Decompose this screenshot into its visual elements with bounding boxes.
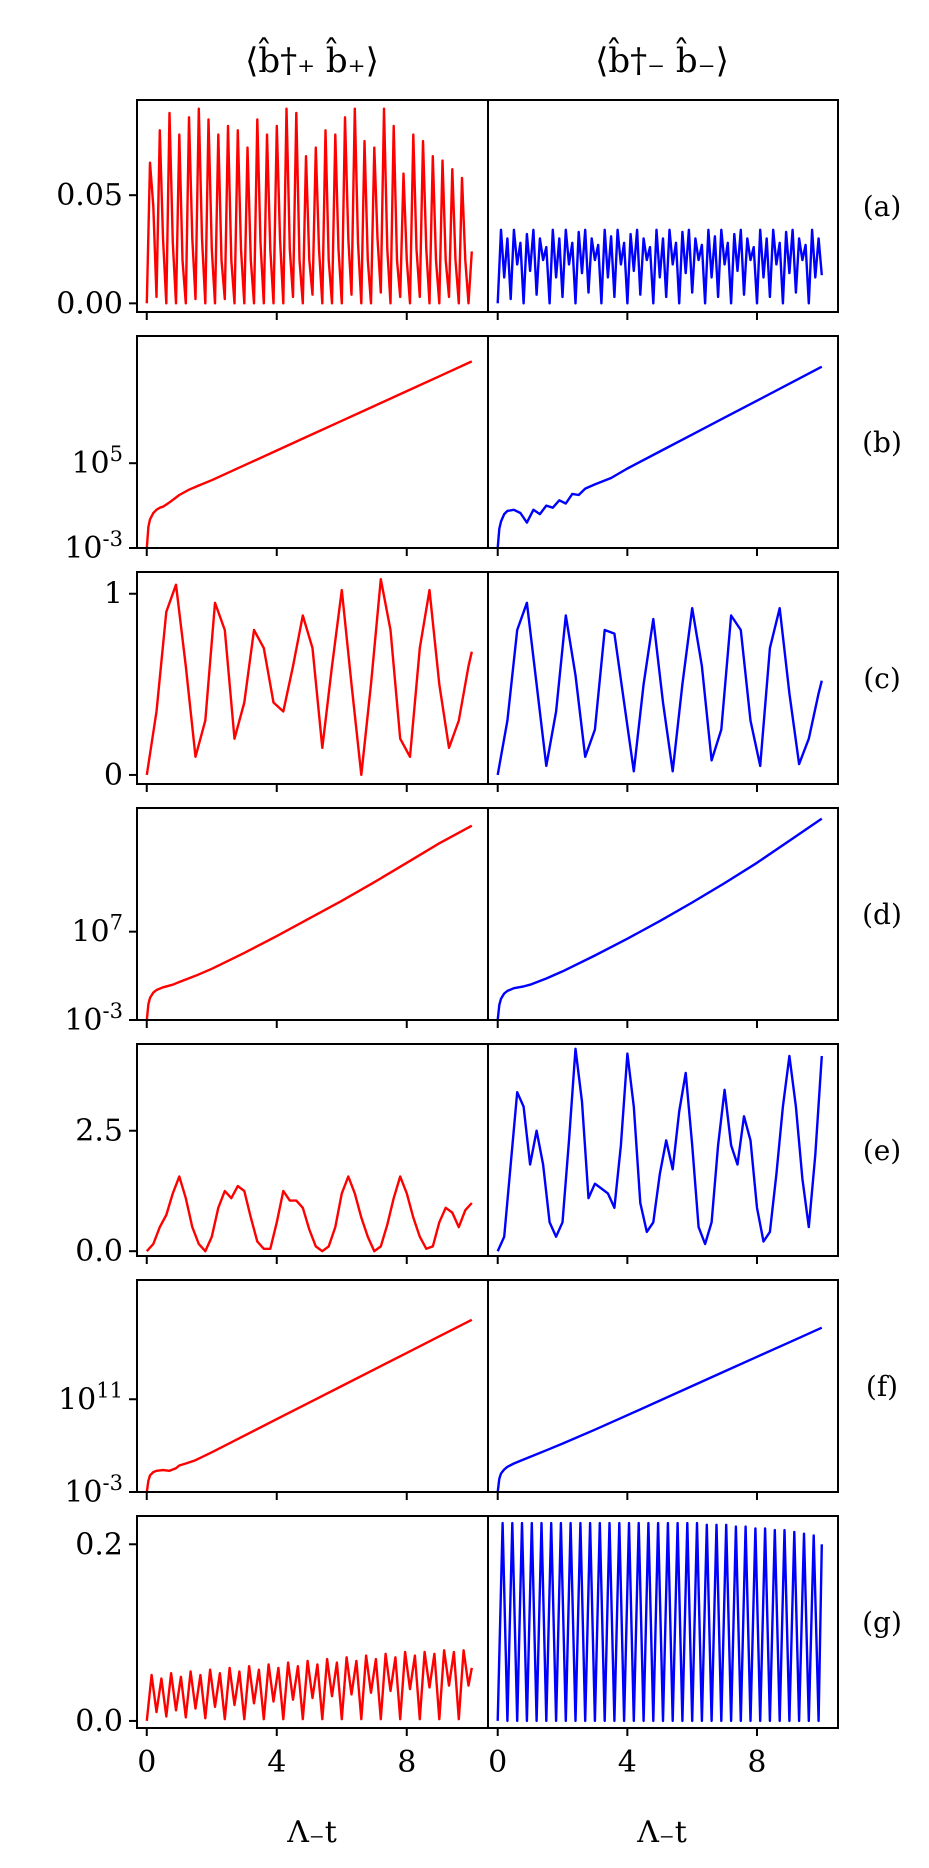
series-minus xyxy=(496,1326,823,1493)
y-tick-label: 10-3 xyxy=(64,1471,123,1510)
y-tick-label: 0.2 xyxy=(75,1527,123,1562)
axes-frame-right xyxy=(487,99,839,313)
y-tick-label: 107 xyxy=(71,911,123,950)
panel-5: 0.0 2.5 (e) xyxy=(75,1043,901,1269)
panel-2: 10-3 105 (b) xyxy=(64,335,902,566)
xlabel-left: Λ₋t xyxy=(286,1815,337,1850)
series-minus xyxy=(496,817,823,1021)
panel-3: 0 1 (c) xyxy=(104,571,901,793)
y-tick-label: 1 xyxy=(104,577,123,612)
axes-frame-left xyxy=(136,1279,489,1493)
panel-label: (c) xyxy=(863,662,901,695)
axes-frame-right xyxy=(487,571,839,785)
series-plus xyxy=(145,1175,473,1253)
series-plus xyxy=(145,1649,473,1722)
header-left: ⟨b̂†₊ b̂₊⟩ xyxy=(245,38,379,81)
x-tick-label: 0 xyxy=(137,1745,156,1780)
panel-label: (g) xyxy=(862,1606,902,1639)
series-minus xyxy=(496,1047,823,1252)
axes-frame-left xyxy=(136,1043,489,1257)
series-plus xyxy=(145,1318,473,1493)
x-tick-label: 4 xyxy=(267,1745,286,1780)
y-tick-label: 10-3 xyxy=(64,999,123,1038)
series-minus xyxy=(496,365,823,549)
x-tick-label: 8 xyxy=(747,1745,766,1780)
series-plus xyxy=(145,578,473,777)
x-tick-label: 0 xyxy=(488,1745,507,1780)
x-tick-label: 4 xyxy=(618,1745,637,1780)
panel-label: (d) xyxy=(862,898,902,931)
y-tick-label: 1011 xyxy=(58,1378,123,1417)
panel-1: 0.00 0.05 (a) xyxy=(56,99,902,321)
x-tick-label: 8 xyxy=(397,1745,416,1780)
panel-6: 10-3 1011 (f) xyxy=(58,1279,898,1510)
panel-label: (f) xyxy=(866,1370,898,1403)
axes-frame-right xyxy=(487,1515,839,1729)
y-tick-label: 0.0 xyxy=(75,1704,123,1739)
panel-label: (e) xyxy=(863,1134,901,1167)
y-tick-label: 105 xyxy=(71,442,123,481)
y-tick-label: 0.0 xyxy=(75,1234,123,1269)
axes-frame-left xyxy=(136,807,489,1021)
axes-frame-left xyxy=(136,335,489,549)
xlabel-right: Λ₋t xyxy=(636,1815,687,1850)
panel-4: 10-3 107 (d) xyxy=(64,807,902,1038)
series-minus xyxy=(496,228,823,305)
series-minus xyxy=(496,1521,823,1723)
series-plus xyxy=(145,360,473,549)
y-tick-label: 10-3 xyxy=(64,527,123,566)
series-plus xyxy=(145,107,473,305)
panel-label: (a) xyxy=(863,190,902,223)
y-tick-label: 2.5 xyxy=(75,1114,123,1149)
axes-frame-left xyxy=(136,571,489,785)
axes-frame-right xyxy=(487,1043,839,1257)
panel-7: 0.0 0.2 (g) xyxy=(75,1515,902,1739)
axes-frame-right xyxy=(487,1279,839,1493)
panel-label: (b) xyxy=(862,426,902,459)
y-tick-label: 0.00 xyxy=(56,286,123,321)
y-tick-label: 0.05 xyxy=(56,178,123,213)
series-plus xyxy=(145,824,473,1021)
axes-frame-right xyxy=(487,335,839,549)
y-tick-label: 0 xyxy=(104,758,123,793)
axes-frame-right xyxy=(487,807,839,1021)
series-minus xyxy=(496,601,823,776)
header-right: ⟨b̂†₋ b̂₋⟩ xyxy=(595,38,729,81)
